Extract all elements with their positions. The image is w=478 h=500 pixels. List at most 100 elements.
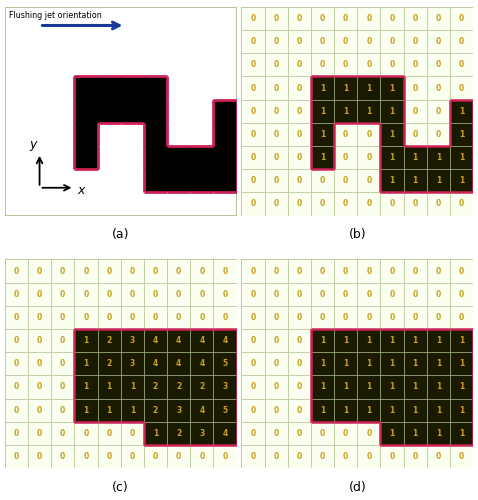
Bar xyxy=(265,306,288,329)
Bar xyxy=(51,329,75,352)
Text: 0: 0 xyxy=(130,290,135,298)
Bar xyxy=(144,123,167,146)
Bar xyxy=(75,306,98,329)
Bar xyxy=(98,376,120,398)
Bar xyxy=(380,192,403,216)
Text: 0: 0 xyxy=(320,37,325,46)
Text: 0: 0 xyxy=(250,266,256,276)
Text: 0: 0 xyxy=(14,359,19,368)
Bar xyxy=(450,100,473,123)
Bar xyxy=(265,123,288,146)
Text: 1: 1 xyxy=(436,153,441,162)
Text: 4: 4 xyxy=(222,336,228,345)
Bar xyxy=(311,352,334,376)
Text: 1: 1 xyxy=(366,336,371,345)
Text: 0: 0 xyxy=(413,107,418,116)
Text: 0: 0 xyxy=(250,176,256,186)
Bar xyxy=(213,329,237,352)
Bar xyxy=(403,76,427,100)
Bar xyxy=(450,352,473,376)
Text: 1: 1 xyxy=(83,406,88,414)
Bar xyxy=(120,76,144,100)
Bar xyxy=(98,398,120,421)
Bar xyxy=(380,123,403,146)
Text: 1: 1 xyxy=(366,359,371,368)
Bar xyxy=(357,422,380,445)
Bar xyxy=(120,445,144,468)
Bar xyxy=(288,352,311,376)
Text: 1: 1 xyxy=(459,153,464,162)
Text: 1: 1 xyxy=(153,429,158,438)
Bar xyxy=(403,422,427,445)
Text: 1: 1 xyxy=(436,406,441,414)
Bar xyxy=(311,76,334,100)
Text: 1: 1 xyxy=(413,153,418,162)
Text: 0: 0 xyxy=(107,290,112,298)
Bar xyxy=(380,329,403,352)
Bar xyxy=(144,306,167,329)
Bar xyxy=(98,422,120,445)
Bar xyxy=(213,422,237,445)
Text: 0: 0 xyxy=(390,37,395,46)
Bar xyxy=(403,100,427,123)
Text: 0: 0 xyxy=(297,382,302,392)
Bar xyxy=(75,352,98,376)
Bar xyxy=(144,398,167,421)
Bar xyxy=(450,7,473,30)
Bar xyxy=(334,146,357,169)
Text: 0: 0 xyxy=(199,266,205,276)
Bar xyxy=(120,352,144,376)
Bar xyxy=(241,54,265,76)
Bar xyxy=(334,260,357,282)
Bar xyxy=(144,376,167,398)
Text: 1: 1 xyxy=(366,84,371,92)
Text: 2: 2 xyxy=(107,336,112,345)
Text: 2: 2 xyxy=(199,382,205,392)
Bar xyxy=(334,329,357,352)
Text: 0: 0 xyxy=(273,406,279,414)
Text: Flushing jet orientation: Flushing jet orientation xyxy=(10,10,102,20)
Text: 0: 0 xyxy=(250,107,256,116)
Bar xyxy=(380,100,403,123)
Text: 0: 0 xyxy=(153,452,158,461)
Text: 0: 0 xyxy=(436,37,441,46)
Bar xyxy=(288,376,311,398)
Bar xyxy=(98,260,120,282)
Text: 0: 0 xyxy=(297,290,302,298)
Bar xyxy=(265,54,288,76)
Text: 0: 0 xyxy=(37,359,42,368)
Text: 0: 0 xyxy=(297,336,302,345)
Bar xyxy=(144,146,167,169)
Text: 1: 1 xyxy=(343,382,348,392)
Bar xyxy=(427,306,450,329)
Bar xyxy=(380,422,403,445)
Bar xyxy=(334,169,357,192)
Text: 0: 0 xyxy=(250,313,256,322)
Bar xyxy=(403,192,427,216)
Text: 0: 0 xyxy=(273,153,279,162)
Text: 0: 0 xyxy=(390,266,395,276)
Bar xyxy=(334,376,357,398)
Bar xyxy=(311,146,334,169)
Bar xyxy=(144,352,167,376)
Bar xyxy=(120,398,144,421)
Text: 0: 0 xyxy=(390,200,395,208)
Bar xyxy=(288,76,311,100)
Bar xyxy=(120,282,144,306)
Bar xyxy=(75,329,98,352)
Text: 3: 3 xyxy=(130,359,135,368)
Bar xyxy=(167,306,190,329)
Bar xyxy=(28,445,51,468)
Bar xyxy=(357,306,380,329)
Bar xyxy=(450,30,473,54)
Bar xyxy=(241,398,265,421)
Text: 1: 1 xyxy=(413,382,418,392)
Text: y: y xyxy=(29,138,36,150)
Text: 1: 1 xyxy=(436,359,441,368)
Text: 1: 1 xyxy=(413,176,418,186)
Text: 0: 0 xyxy=(60,336,65,345)
Text: 0: 0 xyxy=(199,290,205,298)
Text: (a): (a) xyxy=(112,228,130,241)
Bar xyxy=(427,146,450,169)
Bar xyxy=(75,146,98,169)
